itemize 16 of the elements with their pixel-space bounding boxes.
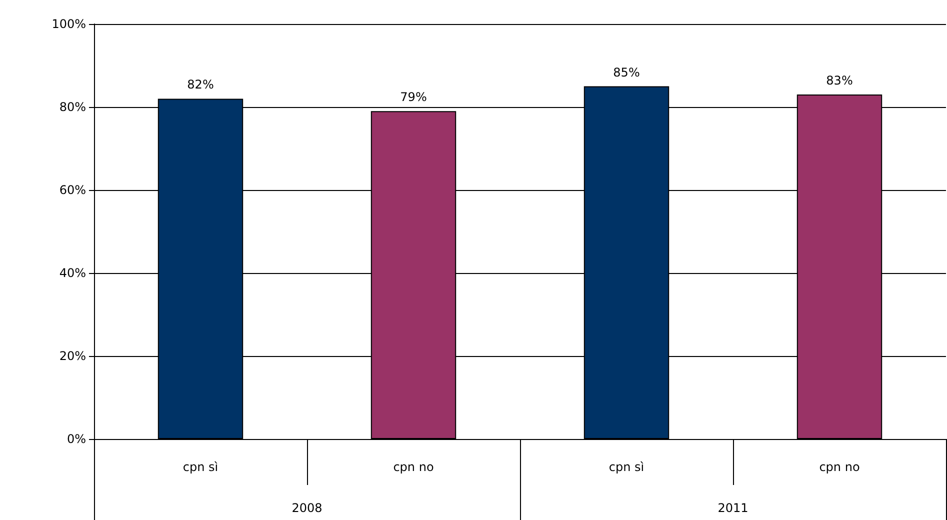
text: 2008 [292,501,322,515]
x-tick-label: cpn sì [608,460,644,474]
data-label: 85% [613,65,640,80]
y-tick-label: 40% [59,266,86,280]
y-tick-label: 80% [59,100,86,114]
y-tick-label: 60% [59,183,86,197]
x-tick-label: cpn no [819,460,860,474]
y-tick-label: 0% [66,432,86,446]
x-tick-label: cpn sì [182,460,218,474]
data-label: 79% [400,90,427,104]
data-label: 83% [826,74,853,88]
x-tick-label: cpn no [393,460,434,474]
y-tick-label: 100% [52,17,86,31]
text: 2011 [718,501,748,515]
data-label: 82% [187,78,214,92]
y-tick-label: 20% [59,349,86,363]
